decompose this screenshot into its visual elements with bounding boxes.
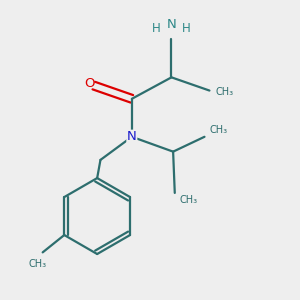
- Text: H: H: [182, 22, 191, 35]
- Text: CH₃: CH₃: [29, 259, 47, 269]
- Text: H: H: [152, 22, 161, 35]
- Text: CH₃: CH₃: [209, 125, 228, 135]
- Text: CH₃: CH₃: [180, 195, 198, 205]
- Text: N: N: [127, 130, 137, 143]
- Text: N: N: [167, 18, 176, 31]
- Text: O: O: [85, 77, 95, 91]
- Text: CH₃: CH₃: [215, 87, 233, 97]
